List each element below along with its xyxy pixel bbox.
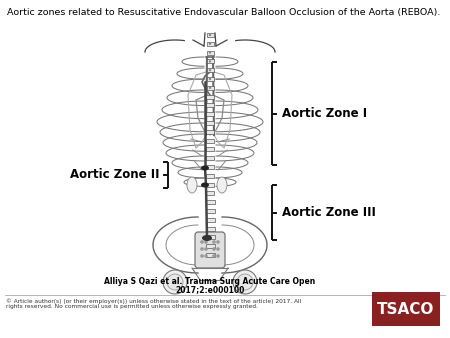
Circle shape [212, 254, 216, 258]
Circle shape [200, 247, 204, 251]
Bar [207, 77, 213, 81]
Bar [207, 59, 213, 64]
Circle shape [200, 254, 204, 258]
Ellipse shape [201, 166, 209, 170]
Bar [207, 68, 213, 72]
Circle shape [163, 270, 187, 294]
Circle shape [204, 247, 208, 251]
Bar [207, 51, 213, 55]
Bar [207, 42, 213, 46]
Bar [207, 86, 213, 90]
Bar [206, 165, 214, 169]
Bar [206, 235, 215, 239]
Text: 2017;2:e000100: 2017;2:e000100 [176, 285, 245, 294]
Circle shape [204, 254, 208, 258]
Text: Aortic Zone I: Aortic Zone I [282, 107, 367, 120]
Bar [206, 139, 214, 143]
Bar [206, 226, 215, 231]
Circle shape [216, 254, 220, 258]
Bar [207, 33, 213, 37]
Circle shape [209, 34, 211, 36]
FancyBboxPatch shape [195, 232, 225, 268]
Ellipse shape [217, 177, 227, 193]
Text: TSACO: TSACO [377, 301, 435, 316]
Bar [206, 244, 215, 248]
Circle shape [209, 43, 211, 45]
Circle shape [209, 87, 211, 89]
Bar [206, 147, 214, 151]
Circle shape [209, 78, 211, 80]
Circle shape [237, 274, 253, 290]
Circle shape [212, 240, 216, 244]
Circle shape [204, 240, 208, 244]
Circle shape [212, 247, 216, 251]
Text: Aortic Zone II: Aortic Zone II [71, 169, 160, 182]
Bar [206, 121, 214, 125]
Bar [206, 103, 214, 107]
Bar [206, 191, 214, 195]
Circle shape [233, 270, 257, 294]
Circle shape [216, 240, 220, 244]
Ellipse shape [201, 183, 209, 188]
FancyBboxPatch shape [372, 292, 440, 326]
Text: © Article author(s) (or their employer(s)) unless otherwise stated in the text o: © Article author(s) (or their employer(s… [6, 298, 301, 310]
Ellipse shape [187, 177, 197, 193]
Text: Alliya S Qazi et al. Trauma Surg Acute Care Open: Alliya S Qazi et al. Trauma Surg Acute C… [104, 277, 315, 286]
Bar [206, 183, 214, 187]
Circle shape [216, 247, 220, 251]
Bar [206, 95, 214, 99]
Circle shape [209, 60, 211, 63]
Bar [206, 209, 215, 213]
Bar [206, 174, 214, 178]
Bar [206, 112, 214, 116]
Bar [206, 130, 214, 134]
Bar [206, 253, 215, 257]
Bar [206, 218, 215, 222]
Circle shape [209, 51, 211, 54]
Circle shape [167, 274, 183, 290]
Circle shape [209, 69, 211, 71]
Bar [206, 200, 215, 204]
Text: Aortic zones related to Resuscitative Endovascular Balloon Occlusion of the Aort: Aortic zones related to Resuscitative En… [7, 8, 441, 17]
Ellipse shape [202, 235, 212, 241]
Text: Aortic Zone III: Aortic Zone III [282, 206, 376, 219]
Bar [206, 156, 214, 160]
Circle shape [200, 240, 204, 244]
